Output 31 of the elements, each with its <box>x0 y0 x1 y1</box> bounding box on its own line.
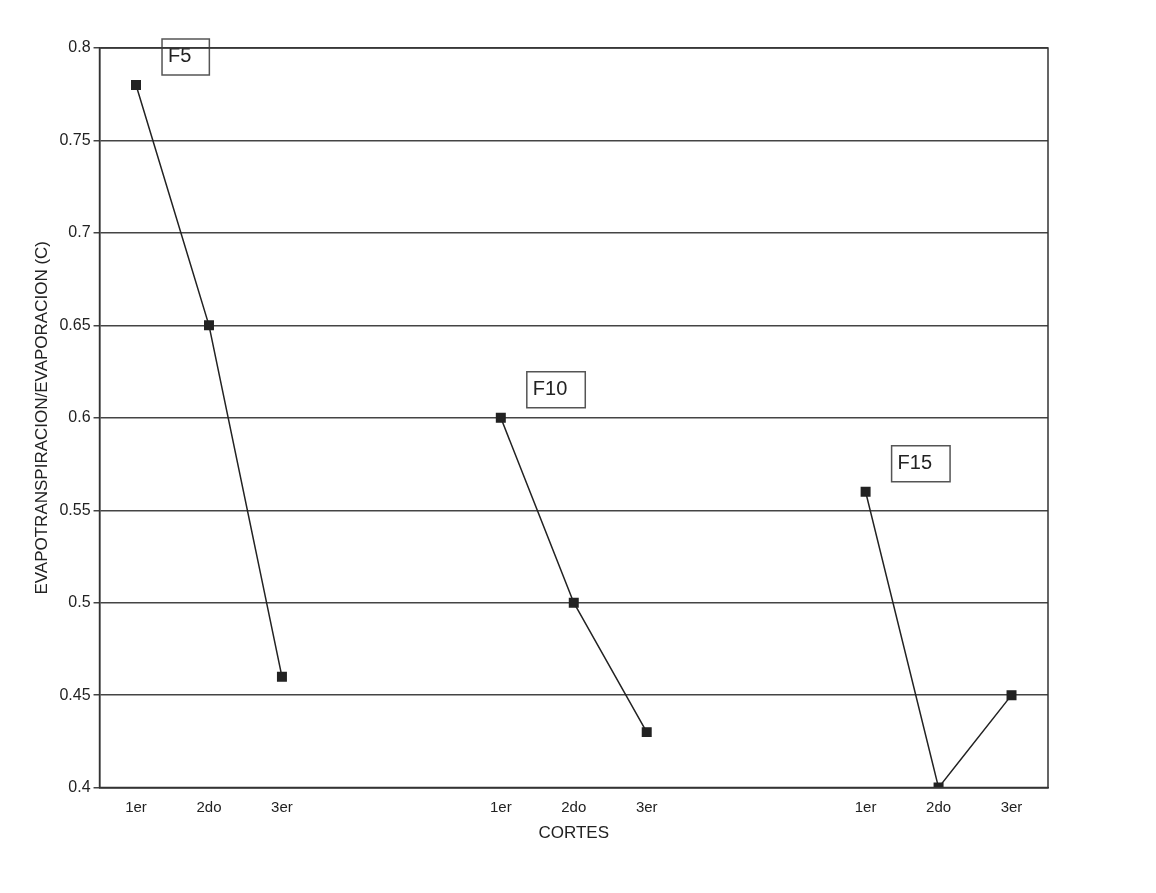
series-label: F15 <box>897 451 933 474</box>
y-tick-label: 0.4 <box>68 778 91 796</box>
series-label: F5 <box>168 44 192 67</box>
y-tick-label: 0.65 <box>59 315 91 333</box>
x-tick-label: 3er <box>271 797 293 815</box>
y-tick-label: 0.55 <box>59 500 91 518</box>
y-tick-label: 0.45 <box>59 685 91 703</box>
x-tick-label: 1er <box>489 797 512 815</box>
point <box>203 320 214 331</box>
x-tick-label: 2do <box>926 797 952 815</box>
y-tick-label: 0.75 <box>59 130 91 148</box>
series-label: F10 <box>532 377 568 400</box>
y-tick-label: 0.5 <box>68 593 91 611</box>
point <box>568 597 579 608</box>
point <box>1006 690 1017 701</box>
x-tick-label: 2do <box>196 797 222 815</box>
x-tick-label: 1er <box>854 797 877 815</box>
x-tick-label: 2do <box>561 797 587 815</box>
x-axis-title: CORTES <box>538 823 610 843</box>
point <box>495 412 506 423</box>
point <box>276 671 287 682</box>
point <box>131 79 142 90</box>
y-tick-label: 0.7 <box>68 223 91 241</box>
y-tick-label: 0.8 <box>68 38 91 56</box>
x-tick-label: 3er <box>1000 797 1023 815</box>
point <box>860 486 871 497</box>
x-tick-label: 3er <box>635 797 658 815</box>
x-tick-label: 1er <box>125 797 147 815</box>
y-tick-label: 0.6 <box>68 408 91 426</box>
point <box>641 727 652 738</box>
y-axis-title: EVAPOTRANSPIRACION/EVAPORACION (C) <box>31 241 51 595</box>
